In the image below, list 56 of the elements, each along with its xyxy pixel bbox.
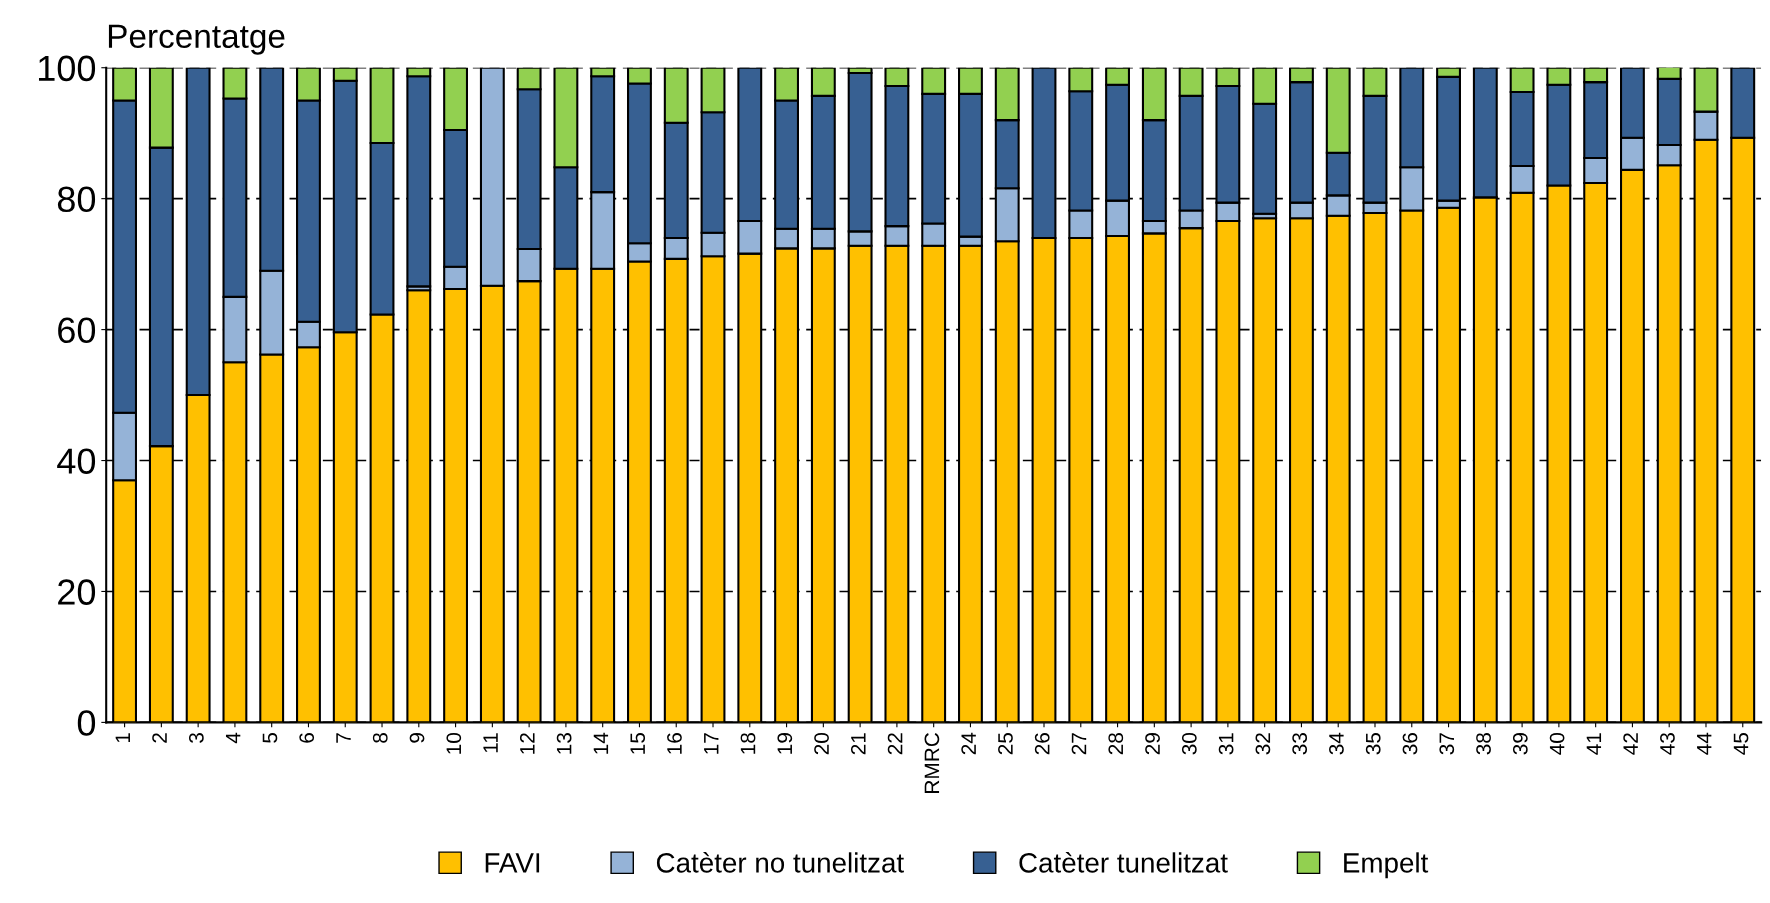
x-tick-label: 33 [1292,733,1308,755]
x-tick-label: 18 [740,733,756,754]
x-tick-label: 8 [372,733,388,743]
x-tick-label: 22 [887,733,903,755]
x-tick-label: 28 [1108,733,1124,755]
x-tick-label: 25 [998,732,1013,755]
x-tick-label: 19 [777,733,793,754]
x-tick-label: 24 [961,732,976,755]
x-tick-label: 13 [556,733,572,754]
legend-label: Catèter no tunelitzat [656,851,904,873]
x-tick-label: 41 [1586,733,1602,755]
x-tick-label: 15 [630,732,646,754]
x-tick-label: 40 [1549,732,1565,755]
x-tick-label: 29 [1145,733,1160,755]
x-tick-label: 36 [1402,733,1418,755]
x-tick-label: 43 [1660,733,1675,755]
x-tick-label: 42 [1623,733,1638,755]
x-tick-label: 35 [1365,732,1381,755]
x-tick-label: 20 [814,732,829,755]
x-tick-label: 27 [1071,733,1087,755]
x-tick-label: 34 [1329,732,1344,755]
x-tick-label: 39 [1512,733,1528,755]
x-tick-label: 1 [115,733,130,743]
x-tick-label: 7 [336,733,351,743]
y-tick-label: 100 [38,55,96,82]
x-tick-label: 16 [667,733,682,754]
y-tick-label: 80 [57,186,96,213]
x-tick-label: 31 [1218,733,1234,755]
x-tick-label: 3 [188,733,204,743]
x-tick-label: 11 [483,733,498,753]
legend-label: FAVI [485,853,540,873]
y-axis-title: Percentatge [108,24,285,55]
y-tick-label: 60 [58,317,96,344]
x-tick-label: 10 [446,732,462,754]
x-tick-label: 30 [1181,732,1197,755]
x-tick-label: 12 [519,733,535,754]
x-tick-label: 9 [409,733,425,743]
x-tick-label: 14 [593,732,609,754]
x-tick-label: RMRC [924,732,940,793]
x-tick-label: 45 [1733,732,1749,755]
x-tick-label: 32 [1255,733,1271,755]
x-tick-label: 44 [1697,732,1712,755]
x-tick-label: 26 [1034,733,1050,755]
x-tick-label: 17 [704,733,719,754]
y-tick-label: 20 [58,579,96,605]
y-tick-label: 0 [77,710,96,736]
legend-label: Empelt [1344,852,1429,879]
x-tick-label: 37 [1439,733,1455,755]
y-tick-label: 40 [57,448,96,474]
x-tick-label: 5 [262,732,278,743]
legend-label: Catèter tunelitzat [1019,851,1228,873]
x-tick-label: 4 [225,732,241,744]
x-tick-label: 2 [152,733,167,743]
x-tick-label: 38 [1476,733,1491,755]
x-tick-label: 6 [299,733,315,743]
x-tick-label: 21 [850,733,866,755]
